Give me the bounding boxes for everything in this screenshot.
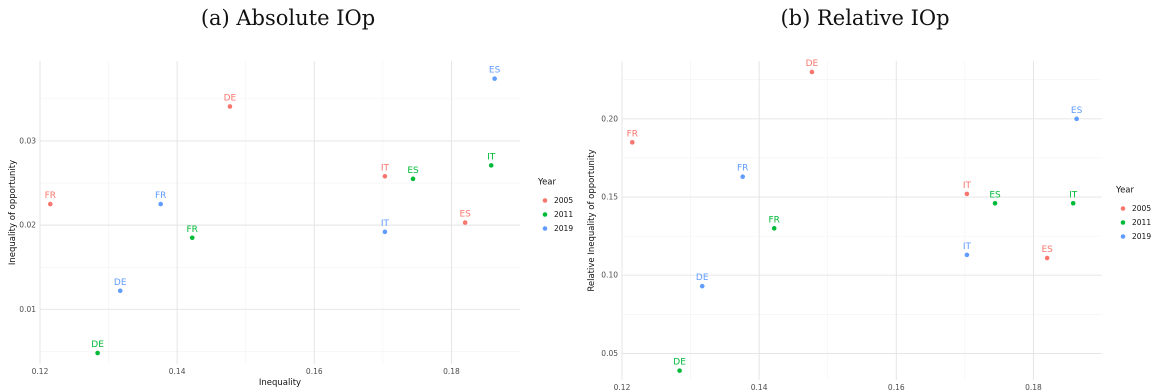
legend-marker-2019	[1120, 234, 1126, 239]
absolute-iop-scatter-chart: 0.12 0.14 0.16 0.18 0.01 0.02 0.03 Inequality In…	[8, 61, 573, 388]
data-point-2019-de	[117, 288, 123, 294]
data-point-2019-fr	[740, 174, 745, 180]
data-point-2011-de	[95, 350, 100, 356]
point-label-2005-es: ES	[459, 210, 471, 220]
y-tick-label: 0.03	[19, 136, 36, 145]
data-point-2005-es	[462, 220, 468, 225]
x-tick-label: 0.16	[306, 367, 323, 376]
point-label-2011-fr: FR	[187, 225, 198, 235]
legend-label-2005: 2005	[554, 196, 573, 205]
caption-absolute-iop: (a) Absolute IOp	[200, 6, 376, 30]
legend-marker-2011	[542, 212, 548, 217]
x-tick-label: 0.14	[751, 383, 768, 392]
data-point-2005-de	[809, 69, 815, 75]
data-point-2019-es	[1074, 116, 1079, 122]
legend-title: Year	[537, 178, 557, 188]
data-point-2005-de	[227, 104, 233, 109]
y-tick-label: 0.05	[601, 349, 618, 358]
point-label-2011-de: DE	[673, 358, 686, 368]
point-label-2011-it: IT	[487, 152, 496, 162]
point-label-2005-fr: FR	[627, 129, 638, 139]
legend-label-2005: 2005	[1132, 204, 1151, 213]
point-label-2005-es: ES	[1041, 245, 1053, 255]
point-label-2011-es: ES	[989, 190, 1001, 200]
point-label-2019-de: DE	[696, 273, 709, 283]
data-point-2005-es	[1044, 255, 1050, 261]
y-tick-label: 0.20	[601, 114, 618, 123]
y-tick-label: 0.10	[601, 271, 618, 280]
data-point-2005-fr	[47, 201, 53, 207]
x-tick-label: 0.14	[169, 367, 186, 376]
x-tick-label: 0.18	[1025, 383, 1042, 392]
point-label-2005-fr: FR	[45, 191, 56, 201]
point-label-2019-it: IT	[963, 242, 972, 252]
data-point-2005-it	[382, 174, 388, 179]
y-axis-title: Relative Inequality of opportunity	[587, 149, 597, 291]
data-point-2005-fr	[629, 140, 635, 145]
x-tick-label: 0.18	[443, 367, 460, 376]
point-label-2019-es: ES	[489, 66, 501, 76]
x-axis-title: Inequality	[259, 378, 301, 388]
caption-relative-iop: (b) Relative IOp	[780, 6, 950, 30]
y-axis-title: Inequality of opportunity	[8, 160, 18, 265]
data-point-2011-fr	[771, 226, 777, 231]
point-label-2011-de: DE	[91, 340, 104, 350]
y-tick-label: 0.01	[19, 305, 36, 314]
x-tick-label: 0.12	[614, 383, 631, 392]
data-point-2019-it	[964, 252, 970, 258]
data-point-2011-de	[677, 368, 682, 373]
legend-marker-2019	[542, 226, 548, 231]
legend-label-2019: 2019	[554, 224, 573, 233]
point-label-2019-fr: FR	[737, 164, 748, 174]
data-point-2005-it	[964, 191, 970, 197]
x-tick-label: 0.12	[32, 367, 49, 376]
data-point-2019-de	[699, 283, 705, 289]
data-point-2011-it	[488, 163, 494, 168]
point-label-2019-de: DE	[114, 278, 127, 288]
point-label-2019-es: ES	[1071, 106, 1083, 116]
data-point-2019-it	[382, 229, 388, 235]
point-label-2005-it: IT	[381, 163, 390, 173]
point-label-2019-fr: FR	[155, 191, 166, 201]
legend-label-2011: 2011	[1132, 218, 1151, 227]
data-point-2011-es	[410, 176, 416, 182]
point-label-2011-it: IT	[1069, 190, 1078, 200]
point-label-2005-de: DE	[806, 59, 819, 69]
y-tick-label: 0.02	[19, 221, 36, 230]
data-point-2011-it	[1070, 200, 1076, 206]
data-point-2019-fr	[158, 201, 163, 207]
relative-iop-scatter-chart: 0.120.140.160.180.050.100.150.20Inequali…	[587, 59, 1151, 392]
legend-label-2019: 2019	[1132, 232, 1151, 241]
y-tick-label: 0.15	[601, 193, 618, 202]
point-label-2019-it: IT	[381, 219, 390, 229]
legend-marker-2005	[542, 198, 548, 203]
legend-marker-2005	[1120, 206, 1126, 211]
legend-title: Year	[1115, 186, 1135, 196]
data-point-2011-es	[992, 200, 998, 206]
point-label-2005-it: IT	[963, 181, 972, 191]
data-point-2011-fr	[189, 235, 195, 241]
point-label-2011-fr: FR	[769, 215, 780, 225]
x-tick-label: 0.16	[888, 383, 905, 392]
point-label-2005-de: DE	[224, 93, 237, 103]
point-label-2011-es: ES	[407, 166, 419, 176]
legend-marker-2011	[1120, 220, 1126, 225]
legend-label-2011: 2011	[554, 210, 573, 219]
data-point-2019-es	[492, 76, 497, 81]
